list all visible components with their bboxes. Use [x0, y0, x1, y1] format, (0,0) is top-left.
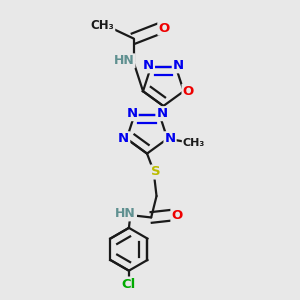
- Text: N: N: [156, 107, 167, 120]
- Text: S: S: [151, 166, 161, 178]
- Text: HN: HN: [115, 207, 136, 220]
- Text: HN: HN: [114, 54, 134, 67]
- Text: N: N: [164, 132, 175, 145]
- Text: N: N: [173, 59, 184, 72]
- Text: CH₃: CH₃: [91, 19, 114, 32]
- Text: O: O: [171, 208, 183, 222]
- Text: O: O: [158, 22, 169, 34]
- Text: N: N: [127, 107, 138, 120]
- Text: Cl: Cl: [122, 278, 136, 290]
- Text: O: O: [183, 85, 194, 98]
- Text: CH₃: CH₃: [183, 138, 205, 148]
- Text: N: N: [143, 59, 154, 72]
- Text: N: N: [118, 132, 129, 145]
